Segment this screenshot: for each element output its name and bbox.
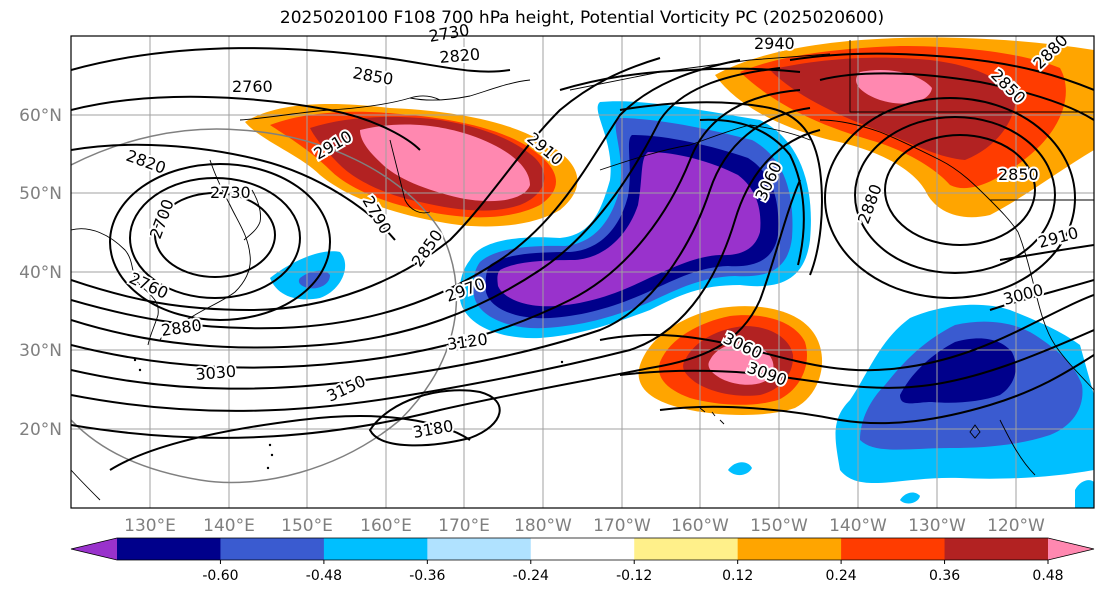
colorbar-tick-label: -0.12 (616, 568, 652, 584)
colorbar-swatch (220, 538, 325, 560)
lat-label: 20°N (19, 420, 62, 440)
colorbar-tick-label: 0.12 (722, 568, 753, 584)
coastlines (71, 40, 1094, 501)
lon-label: 180°W (514, 516, 572, 536)
colorbar-swatch (841, 538, 946, 560)
colorbar-ticks: -0.60 -0.48 -0.36 -0.24 -0.12 0.12 0.24 0.36 0.4… (202, 560, 1064, 584)
lon-label: 160°W (671, 516, 729, 536)
colorbar-swatch (427, 538, 532, 560)
contour-label: 2730 (210, 183, 251, 202)
colorbar-swatch (737, 538, 842, 560)
lat-label: 30°N (19, 341, 62, 361)
colorbar: -0.60 -0.48 -0.36 -0.24 -0.12 0.12 0.24 0.36 0.4… (70, 537, 1095, 584)
lon-label: 130°W (908, 516, 966, 536)
island-chain (133, 358, 564, 470)
colorbar-tick-label: -0.48 (306, 568, 342, 584)
lon-label: 150°W (750, 516, 808, 536)
lon-label: 160°E (360, 516, 412, 536)
colorbar-extend-low (71, 538, 117, 560)
contour-label: 2880 (160, 315, 203, 339)
colorbar-outline (70, 537, 1095, 561)
height-contours (71, 47, 1094, 471)
colorbar-swatch (323, 538, 428, 560)
colorbar-tick-label: -0.24 (513, 568, 549, 584)
colorbar-swatches (70, 537, 1095, 561)
contour-label: 2760 (232, 77, 273, 96)
lat-label: 50°N (19, 184, 62, 204)
map-title: 2025020100 F108 700 hPa height, Potentia… (279, 8, 885, 28)
lon-label: 170°W (593, 516, 651, 536)
plot-frame (70, 35, 1095, 509)
lat-label: 40°N (19, 263, 62, 283)
lon-label: 140°W (829, 516, 887, 536)
lon-label: 140°E (203, 516, 255, 536)
map-plot-area (71, 36, 1094, 508)
colorbar-extend-high (1048, 538, 1094, 560)
contour-label: 3030 (195, 362, 237, 384)
contour-label: 2820 (439, 45, 481, 67)
lon-label: 130°E (124, 516, 176, 536)
colorbar-tick-label: 0.24 (826, 568, 857, 584)
colorbar-swatch (530, 538, 635, 560)
colorbar-tick-label: 0.36 (929, 568, 960, 584)
colorbar-swatch (117, 538, 221, 560)
lon-label: 150°E (281, 516, 333, 536)
contour-label: 2850 (998, 165, 1039, 184)
lon-label: 120°W (987, 516, 1045, 536)
colorbar-swatch (634, 538, 739, 560)
colorbar-tick-label: -0.36 (409, 568, 445, 584)
longitude-labels: 130°E 140°E 150°E 160°E 170°E 180°W 170°… (124, 516, 1045, 536)
colorbar-tick-label: -0.60 (202, 568, 238, 584)
contour-label: 2940 (754, 34, 795, 53)
lon-label: 170°E (438, 516, 490, 536)
lat-label: 60°N (19, 106, 62, 126)
graticule (71, 36, 1094, 508)
colorbar-tick-label: 0.48 (1032, 568, 1063, 584)
latitude-labels: 60°N 50°N 40°N 30°N 20°N (19, 106, 62, 440)
colorbar-swatch (944, 538, 1049, 560)
great-circle-arc (71, 128, 458, 484)
